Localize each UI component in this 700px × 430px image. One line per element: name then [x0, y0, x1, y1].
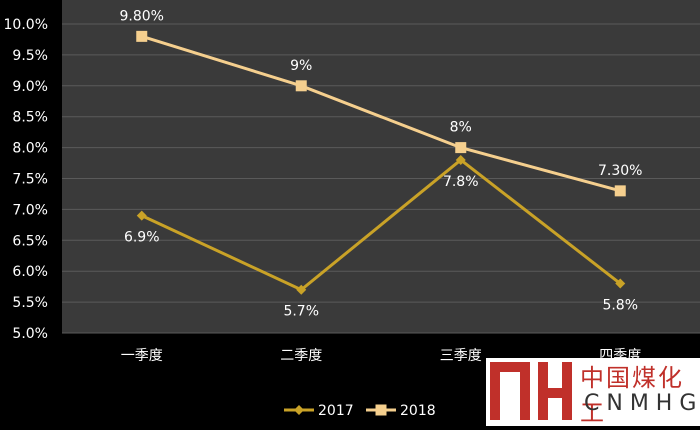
legend-label: 2017 — [318, 403, 354, 419]
series-markers — [136, 30, 626, 295]
y-tick-label: 5.0% — [12, 326, 48, 342]
y-tick-label: 9.0% — [12, 79, 48, 95]
gridlines — [62, 23, 700, 334]
series-line-2017 — [141, 158, 622, 292]
cnmhg-logo-icon — [490, 362, 572, 420]
x-category-label: 一季度 — [121, 348, 163, 364]
data-point-2017 — [455, 154, 466, 165]
legend: 2017 2018 — [284, 403, 436, 419]
series-lines — [141, 34, 622, 292]
y-tick-label: 8.0% — [12, 141, 48, 157]
watermark-logo — [486, 358, 700, 426]
data-label-2017: 6.9% — [124, 230, 160, 246]
y-tick-label: 8.5% — [12, 110, 48, 126]
data-point-2018 — [614, 185, 626, 197]
x-category-label: 二季度 — [280, 348, 322, 364]
legend-marker — [375, 404, 387, 416]
y-tick-label: 9.5% — [12, 48, 48, 64]
legend-label: 2018 — [400, 403, 436, 419]
y-tick-label: 6.5% — [12, 233, 48, 249]
y-tick-label: 7.5% — [12, 172, 48, 188]
y-tick-label: 5.5% — [12, 295, 48, 311]
data-label-2018: 9% — [290, 58, 312, 74]
y-tick-label: 7.0% — [12, 202, 48, 218]
y-axis-ticks: 5.0% 5.5% 6.0% 6.5% 7.0% 7.5% 8.0% 8.5% 9.0% 9.5%… — [4, 17, 48, 342]
data-point-2018 — [295, 80, 307, 92]
x-category-label: 三季度 — [440, 348, 482, 364]
data-point-2018 — [136, 30, 148, 42]
plot-area — [62, 0, 700, 333]
legend-marker — [294, 405, 304, 415]
data-label-2017: 5.8% — [602, 298, 638, 314]
data-point-2017 — [296, 284, 307, 295]
data-point-2018 — [455, 142, 467, 154]
series-line-2018 — [141, 34, 621, 193]
watermark-text-en: CNMHG — [584, 391, 700, 416]
data-labels: 6.9% 5.7% 7.8% 5.8% 9.80% 9% 8% 7.30% — [120, 8, 643, 319]
data-label-2018: 8% — [450, 120, 472, 136]
data-point-2017 — [615, 278, 626, 289]
data-point-2017 — [136, 210, 147, 221]
watermark-text-cn: 中国煤化工 — [580, 364, 684, 427]
data-label-2018: 9.80% — [120, 8, 164, 24]
data-label-2017: 5.7% — [283, 304, 319, 320]
data-label-2018: 7.30% — [598, 163, 642, 179]
y-tick-label: 6.0% — [12, 264, 48, 280]
data-label-2017: 7.8% — [443, 174, 479, 190]
y-tick-label: 10.0% — [4, 17, 48, 33]
